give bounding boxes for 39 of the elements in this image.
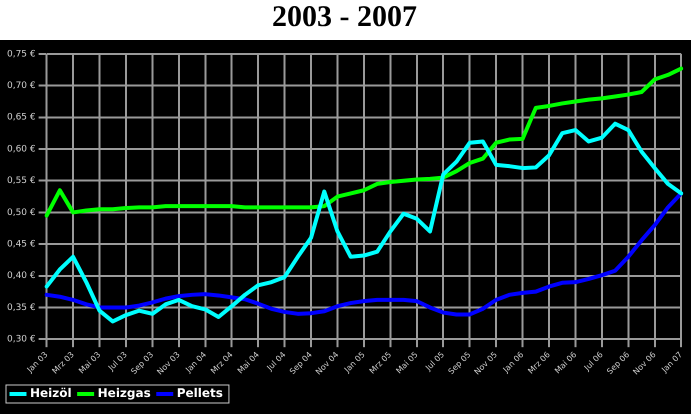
x-tick-label: Jan 05 bbox=[342, 350, 367, 375]
chart-title: 2003 - 2007 bbox=[272, 0, 417, 33]
y-tick-label: 0,60 € bbox=[6, 144, 36, 154]
x-tick-label: Mai 03 bbox=[77, 350, 102, 376]
x-tick-label: Jul 06 bbox=[582, 350, 605, 373]
legend-label: Heizgas bbox=[98, 386, 151, 400]
y-tick-label: 0,45 € bbox=[6, 239, 36, 250]
x-tick-label: Sep 04 bbox=[288, 350, 314, 376]
x-tick-label: Mai 05 bbox=[394, 350, 420, 376]
x-tick-label: Jan 06 bbox=[500, 350, 526, 375]
x-tick-label: Jul 04 bbox=[264, 350, 288, 373]
legend-label: Pellets bbox=[176, 386, 223, 400]
y-tick-label: 0,55 € bbox=[6, 176, 36, 186]
y-tick-label: 0,35 € bbox=[6, 302, 36, 313]
legend-label: Heizöl bbox=[30, 386, 72, 400]
x-tick-label: Mrz 04 bbox=[209, 350, 235, 376]
x-tick-label: Nov 06 bbox=[631, 350, 658, 376]
y-tick-label: 0,70 € bbox=[6, 81, 36, 92]
x-tick-label: Jan 04 bbox=[183, 350, 208, 375]
x-tick-label: Sep 05 bbox=[446, 350, 473, 376]
x-tick-label: Nov 05 bbox=[472, 350, 500, 376]
x-tick-label: Mrz 06 bbox=[526, 350, 552, 376]
y-tick-label: 0,75 € bbox=[6, 49, 36, 60]
x-tick-label: Jan 03 bbox=[24, 350, 50, 375]
x-tick-label: Nov 04 bbox=[314, 350, 340, 376]
x-tick-label: Jul 05 bbox=[423, 350, 446, 373]
y-tick-label: 0,50 € bbox=[6, 208, 36, 218]
x-tick-label: Sep 03 bbox=[129, 350, 156, 376]
x-tick-label: Nov 03 bbox=[155, 350, 182, 376]
y-tick-label: 0,40 € bbox=[6, 271, 36, 282]
x-tick-label: Mai 06 bbox=[553, 350, 578, 376]
x-tick-label: Sep 06 bbox=[605, 350, 632, 376]
x-tick-label: Mrz 03 bbox=[50, 350, 76, 376]
x-tick-label: Mai 04 bbox=[236, 350, 262, 376]
x-tick-label: Jan 07 bbox=[659, 350, 684, 375]
x-tick-label: Mrz 05 bbox=[368, 350, 394, 376]
x-tick-label: Jul 03 bbox=[106, 350, 129, 373]
y-tick-label: 0,30 € bbox=[6, 334, 36, 345]
y-tick-label: 0,65 € bbox=[6, 112, 36, 123]
